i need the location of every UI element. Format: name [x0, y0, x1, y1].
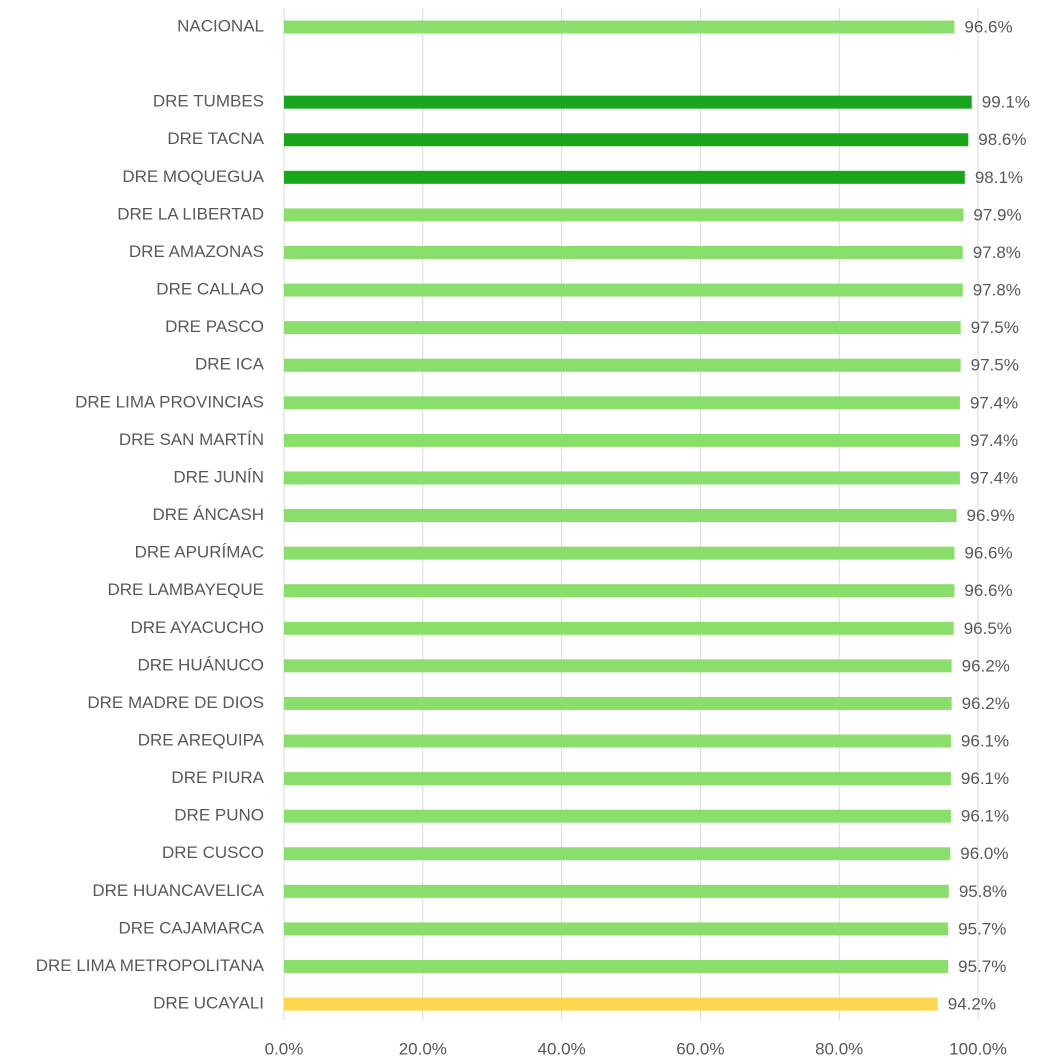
bar [284, 208, 964, 222]
value-label: 95.7% [958, 957, 1006, 976]
x-tick-label: 80.0% [815, 1039, 863, 1058]
value-label: 97.9% [973, 205, 1021, 224]
y-tick-label: DRE MADRE DE DIOS [87, 693, 264, 712]
y-tick-label: DRE CAJAMARCA [119, 918, 265, 937]
bar [284, 772, 951, 786]
y-tick-label: DRE AMAZONAS [129, 242, 264, 261]
value-label: 96.2% [962, 694, 1010, 713]
value-label: 97.4% [970, 468, 1018, 487]
bar [284, 847, 951, 861]
y-tick-label: DRE CALLAO [156, 280, 264, 299]
value-label: 96.6% [964, 544, 1012, 563]
y-tick-label: DRE JUNÍN [173, 467, 264, 486]
value-label: 96.0% [960, 844, 1008, 863]
bar [284, 584, 955, 598]
bar [284, 546, 955, 560]
bar [284, 696, 952, 710]
y-tick-label: DRE PIURA [171, 768, 264, 787]
bar [284, 321, 961, 335]
value-label: 98.6% [978, 130, 1026, 149]
y-tick-label: DRE CUSCO [162, 843, 264, 862]
y-tick-label: DRE LA LIBERTAD [117, 204, 264, 223]
value-label: 97.5% [971, 318, 1019, 337]
y-tick-label: DRE MOQUEGUA [122, 167, 264, 186]
value-label: 96.9% [966, 506, 1014, 525]
bar [284, 133, 969, 147]
y-tick-label: DRE PUNO [174, 806, 264, 825]
x-tick-label: 100.0% [949, 1039, 1007, 1058]
y-tick-label: DRE ÁNCASH [153, 505, 264, 524]
value-label: 99.1% [982, 93, 1030, 112]
bar [284, 358, 961, 372]
bar [284, 20, 955, 34]
y-tick-label: DRE APURÍMAC [135, 543, 264, 562]
value-label: 97.4% [970, 431, 1018, 450]
bar [284, 922, 949, 936]
y-tick-label: DRE HUÁNUCO [137, 655, 264, 674]
bar [284, 170, 965, 184]
bar [284, 471, 960, 485]
y-tick-label: NACIONAL [177, 16, 264, 35]
value-label: 97.8% [973, 281, 1021, 300]
value-label: 97.4% [970, 393, 1018, 412]
value-label: 96.6% [964, 17, 1012, 36]
y-tick-label: DRE PASCO [165, 317, 264, 336]
bar [284, 621, 954, 635]
value-label: 95.7% [958, 919, 1006, 938]
value-label: 96.6% [964, 581, 1012, 600]
bar [284, 960, 949, 973]
y-tick-label: DRE AREQUIPA [138, 731, 265, 750]
bar [284, 809, 951, 823]
y-tick-label: DRE TUMBES [153, 92, 264, 111]
value-label: 97.5% [971, 356, 1019, 375]
value-label: 96.1% [961, 807, 1009, 826]
x-tick-label: 60.0% [676, 1039, 724, 1058]
value-label: 96.5% [964, 619, 1012, 638]
y-tick-label: DRE TACNA [167, 129, 264, 148]
bar [284, 433, 960, 447]
value-label: 95.8% [959, 882, 1007, 901]
bar [284, 884, 949, 898]
bar [284, 997, 938, 1011]
x-tick-label: 0.0% [265, 1039, 304, 1058]
bar [284, 283, 963, 297]
bar [284, 245, 963, 259]
y-tick-label: DRE LIMA PROVINCIAS [75, 392, 264, 411]
y-tick-label: DRE AYACUCHO [130, 618, 264, 637]
x-tick-label: 40.0% [537, 1039, 585, 1058]
value-label: 96.2% [962, 656, 1010, 675]
y-tick-label: DRE LAMBAYEQUE [107, 580, 264, 599]
y-tick-label: DRE LIMA METROPOLITANA [36, 956, 265, 975]
bar [284, 396, 960, 410]
value-label: 94.2% [948, 995, 996, 1014]
value-label: 96.1% [961, 732, 1009, 751]
value-label: 97.8% [973, 243, 1021, 262]
bar [284, 734, 951, 748]
y-tick-label: DRE HUANCAVELICA [92, 881, 264, 900]
y-tick-label: DRE UCAYALI [153, 994, 264, 1013]
bar [284, 95, 972, 109]
y-tick-label: DRE SAN MARTÍN [119, 430, 264, 449]
bar [284, 509, 957, 523]
value-label: 98.1% [975, 168, 1023, 187]
value-label: 96.1% [961, 769, 1009, 788]
y-tick-label: DRE ICA [195, 355, 265, 374]
bar [284, 659, 952, 673]
x-tick-label: 20.0% [399, 1039, 447, 1058]
